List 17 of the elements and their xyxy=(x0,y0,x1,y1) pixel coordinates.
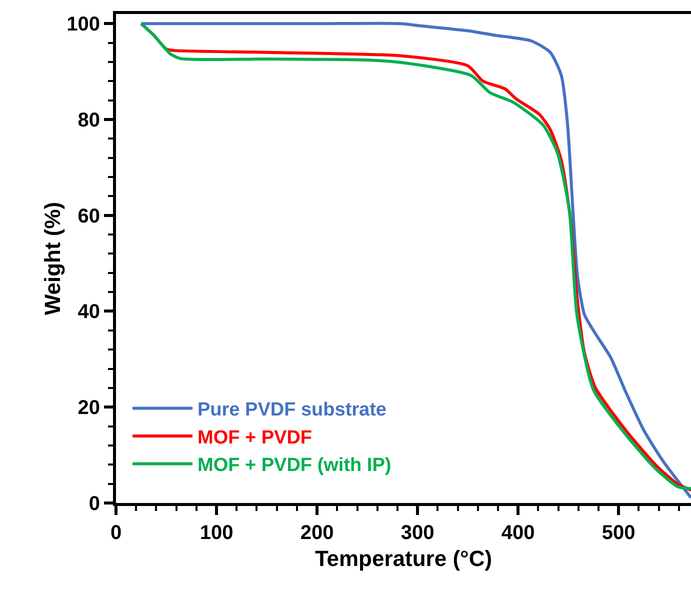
y-tick-label: 80 xyxy=(78,109,100,132)
legend-label: MOF + PVDF (with IP) xyxy=(198,455,392,476)
y-tick-label: 40 xyxy=(78,301,100,324)
y-axis-title: Weight (%) xyxy=(40,202,65,316)
y-tick-label: 100 xyxy=(66,14,100,36)
legend-label: Pure PVDF substrate xyxy=(198,400,386,421)
y-tick-label: 60 xyxy=(78,205,100,228)
y-tick-label: 0 xyxy=(88,493,100,515)
legend-label: MOF + PVDF xyxy=(198,427,312,448)
x-tick-label: 500 xyxy=(602,522,636,544)
x-tick-label: 300 xyxy=(400,522,434,544)
x-tick-label: 100 xyxy=(200,522,234,544)
y-tick-label: 20 xyxy=(78,397,100,420)
x-tick-label: 0 xyxy=(110,522,122,544)
x-axis-title: Temperature (°C) xyxy=(314,546,492,571)
x-tick-label: 200 xyxy=(300,522,334,544)
x-tick-label: 400 xyxy=(501,522,535,544)
